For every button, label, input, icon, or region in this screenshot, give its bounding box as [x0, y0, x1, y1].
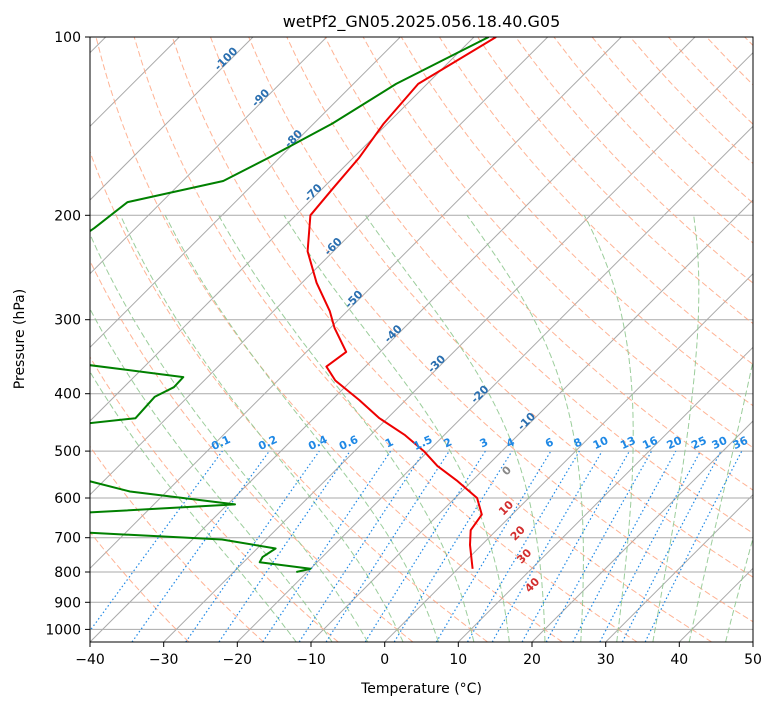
x-tick-label: −20 — [223, 652, 253, 668]
mixing-ratio-line — [298, 450, 425, 642]
isotherm-line — [90, 37, 696, 642]
dry-adiabat-line — [438, 37, 753, 366]
moist-adiabat-line — [90, 308, 333, 642]
mixing-ratio-line — [644, 450, 743, 642]
moist-adiabat-line — [725, 536, 753, 642]
mixing-ratio-label: 36 — [731, 434, 751, 452]
moist-adiabat-line — [218, 215, 475, 642]
moist-adiabat-line — [583, 215, 634, 642]
moist-adiabat-line — [466, 215, 584, 642]
isotherm-line — [605, 493, 753, 642]
mixing-ratio-line — [218, 450, 351, 642]
moist-adiabat-line — [652, 215, 700, 642]
y-tick-label: 600 — [54, 491, 81, 507]
dry-adiabat-line — [90, 531, 190, 642]
x-tick-label: 10 — [449, 652, 467, 668]
moist-adiabat-line — [90, 370, 297, 642]
mixing-ratio-label: 25 — [689, 434, 708, 452]
dry-adiabat-line — [286, 37, 753, 534]
x-tick-label: 50 — [744, 652, 762, 668]
moist-adiabat-line — [164, 215, 439, 642]
y-axis-label: Pressure (hPa) — [12, 289, 28, 389]
dry-adiabat-line — [210, 37, 753, 623]
moist-adiabat-line — [90, 232, 369, 642]
dry-adiabat-line — [95, 37, 563, 642]
y-axis-ticks: 100 200 300 400 500 600 700 800 900 1000 — [45, 30, 90, 638]
sounding-profiles — [90, 37, 497, 573]
mixing-ratio-label: 30 — [710, 434, 730, 452]
dry-adiabat-line — [90, 356, 339, 642]
mixing-ratio-line — [521, 450, 631, 642]
x-tick-label: −40 — [75, 652, 105, 668]
dewpoint-profile-line — [90, 37, 490, 573]
mixing-ratio-label: 20 — [665, 434, 685, 452]
mixing-ratio-line — [325, 450, 450, 642]
mixing-ratio-line — [90, 450, 223, 632]
y-tick-label: 300 — [54, 313, 81, 329]
isotherm-line — [90, 37, 549, 496]
moist-adiabat-line — [364, 215, 546, 642]
chart-title: wetPf2_GN05.2025.056.18.40.G05 — [283, 12, 561, 32]
y-tick-label: 1000 — [45, 622, 81, 638]
dry-adiabat-line — [133, 37, 638, 642]
x-axis-label: Temperature (°C) — [360, 681, 482, 697]
isotherm-line — [90, 37, 328, 275]
isotherm-line — [457, 346, 753, 642]
x-tick-label: −10 — [296, 652, 326, 668]
y-tick-label: 900 — [54, 595, 81, 611]
mixing-ratio-line — [393, 450, 513, 642]
mixing-ratio-line — [185, 450, 320, 642]
plot-frame — [89, 36, 754, 643]
isotherm-line — [90, 37, 254, 201]
mixing-ratio-label: 10 — [591, 434, 611, 452]
mixing-ratio-line — [572, 450, 677, 642]
moist-adiabat-line — [283, 215, 510, 642]
isotherm-line — [163, 51, 753, 642]
dry-adiabat-line — [171, 37, 712, 642]
mixing-ratio-line — [131, 450, 270, 642]
temperature-profile-line — [306, 37, 497, 569]
isotherm-line — [384, 272, 753, 642]
x-tick-label: 40 — [670, 652, 688, 668]
dry-adiabat-line — [248, 37, 753, 578]
y-tick-label: 800 — [54, 565, 81, 581]
y-tick-label: 200 — [54, 208, 81, 224]
y-tick-label: 400 — [54, 387, 81, 403]
y-tick-label: 700 — [54, 531, 81, 547]
mixing-ratio-label: 16 — [640, 434, 660, 452]
dry-adiabat-line — [515, 37, 753, 284]
moist-adiabat-line — [120, 215, 404, 642]
isotherm-line — [90, 37, 401, 349]
mixing-ratio-label: 13 — [618, 434, 637, 452]
x-tick-label: −30 — [149, 652, 179, 668]
x-tick-label: 30 — [597, 652, 615, 668]
dry-adiabat-line — [400, 37, 753, 407]
x-tick-label: 0 — [380, 652, 389, 668]
dry-adiabat-line — [90, 259, 414, 642]
isotherm-line — [531, 420, 753, 642]
isotherm-line — [90, 37, 622, 570]
mixing-ratio-line — [262, 450, 392, 642]
dry-adiabat-line — [90, 445, 264, 642]
mixing-ratio-line — [545, 450, 653, 642]
dry-adiabat-line — [90, 150, 488, 642]
x-tick-label: 20 — [523, 652, 541, 668]
x-axis-ticks: −40 −30 −20 −10 0 10 20 30 40 50 — [75, 642, 762, 668]
isotherm-line — [236, 125, 753, 642]
moist-adiabat-line — [688, 358, 753, 642]
y-tick-label: 100 — [54, 30, 81, 46]
y-tick-label: 500 — [54, 444, 81, 460]
